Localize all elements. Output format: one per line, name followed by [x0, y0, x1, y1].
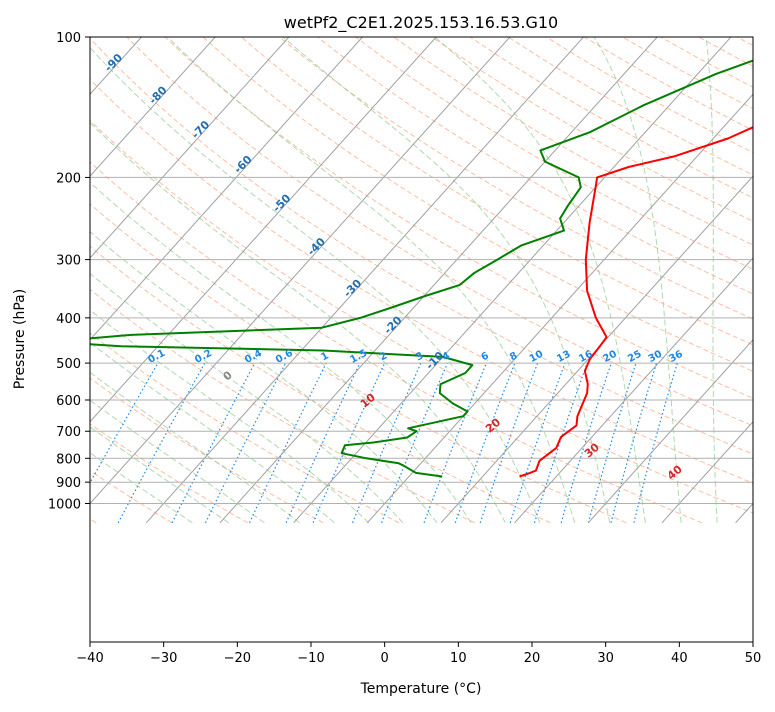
- x-tick-label: 50: [745, 651, 762, 666]
- y-tick-label: 900: [56, 476, 81, 491]
- y-tick-label: 100: [56, 31, 81, 46]
- x-axis-label: Temperature (°C): [360, 681, 482, 697]
- x-tick-label: −10: [297, 651, 324, 666]
- y-tick-label: 400: [56, 312, 81, 327]
- y-axis-label: Pressure (hPa): [12, 289, 28, 389]
- x-tick-label: −20: [224, 651, 251, 666]
- x-tick-label: 30: [597, 651, 614, 666]
- x-tick-label: 10: [450, 651, 467, 666]
- chart-title: wetPf2_C2E1.2025.153.16.53.G10: [284, 13, 558, 33]
- y-tick-label: 700: [56, 425, 81, 440]
- y-tick-label: 200: [56, 171, 81, 186]
- x-tick-label: −30: [150, 651, 177, 666]
- y-tick-label: 1000: [48, 498, 81, 513]
- x-tick-label: 0: [381, 651, 389, 666]
- x-tick-label: 40: [671, 651, 688, 666]
- y-tick-label: 600: [56, 394, 81, 409]
- x-tick-label: −40: [76, 651, 103, 666]
- y-tick-label: 500: [56, 357, 81, 372]
- y-tick-label: 800: [56, 452, 81, 467]
- x-tick-label: 20: [524, 651, 541, 666]
- y-tick-label: 300: [56, 254, 81, 269]
